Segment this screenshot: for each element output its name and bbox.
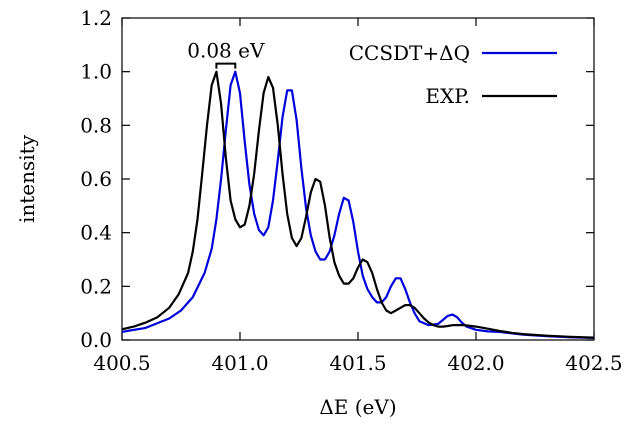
y-tick-label: 0.2 (80, 274, 112, 298)
x-tick-label: 401.0 (211, 351, 268, 375)
y-axis-label: intensity (15, 134, 39, 223)
legend: CCSDT+ΔQ EXP. (349, 41, 557, 108)
y-tick-label: 1.0 (80, 60, 112, 84)
y-tick-label: 0.6 (80, 167, 112, 191)
legend-label: CCSDT+ΔQ (349, 41, 470, 65)
y-tick-label: 0.8 (80, 113, 112, 137)
series-line-exp (121, 70, 595, 339)
y-tick-label: 1.2 (80, 6, 112, 30)
x-tick-label: 402.0 (447, 351, 504, 375)
plot-frame (121, 17, 595, 341)
legend-label: EXP. (425, 84, 470, 108)
x-tick-label: 401.5 (329, 351, 386, 375)
y-tick-label: 0.4 (80, 221, 112, 245)
annotation-label: 0.08 eV (187, 39, 265, 63)
x-tick-label: 402.5 (565, 351, 622, 375)
x-tick-label: 400.5 (93, 351, 150, 375)
annotation-bracket (215, 62, 237, 69)
series-line-ccsdt (121, 70, 595, 339)
annotation-layer: 0.08 eV (187, 39, 265, 69)
y-tick-label: 0.0 (80, 328, 112, 352)
x-axis-label: ΔE (eV) (319, 395, 396, 419)
series-layer (121, 70, 595, 339)
axes: 400.5 401.0 401.5 402.0 402.5 0.0 0.2 0.4 0.6 0.8… (80, 6, 622, 375)
